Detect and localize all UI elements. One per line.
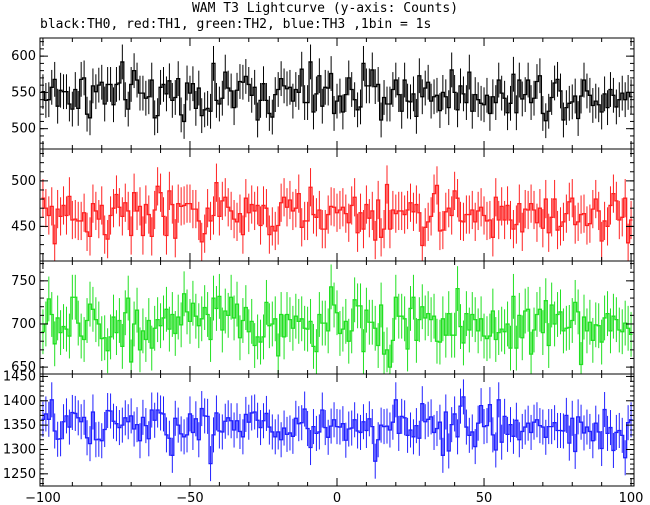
panels-group: 500 550 600 450 500 650 700 750 1250 1300 1350 1400… [3, 37, 635, 487]
x-axis: −100 −50 0 50 100 [25, 491, 643, 505]
series-th3 [41, 379, 633, 482]
y-tick-label: 600 [11, 49, 36, 64]
y-tick-label: 450 [11, 219, 36, 234]
panel-th0: 500 550 600 [11, 37, 635, 150]
series-th1 [41, 163, 633, 261]
x-tick-label: 100 [619, 491, 644, 505]
x-tick-label: 50 [476, 491, 493, 505]
step-line [41, 61, 633, 123]
y-tick-label: 700 [11, 317, 36, 332]
y-tick-label: 750 [11, 274, 36, 289]
panel-th3: 1250 1300 1350 1400 1450 [3, 369, 635, 487]
panel-th1: 450 500 [11, 148, 635, 262]
step-line [41, 396, 633, 465]
series-th2 [41, 264, 633, 374]
series-th0 [41, 44, 633, 139]
x-tick-label: −50 [176, 491, 203, 505]
step-line [41, 286, 633, 368]
y-tick-label: 500 [11, 122, 36, 137]
y-tick-label: 550 [11, 85, 36, 100]
y-tick-label: 1450 [3, 369, 36, 384]
step-line [41, 182, 633, 247]
y-tick-label: 1250 [3, 467, 36, 482]
chart-subtitle: black:TH0, red:TH1, green:TH2, blue:TH3 … [40, 17, 432, 32]
x-tick-label: −100 [25, 491, 61, 505]
y-tick-label: 1300 [3, 442, 36, 457]
y-tick-label: 1350 [3, 418, 36, 433]
y-tick-label: 1400 [3, 394, 36, 409]
y-tick-label: 650 [11, 360, 36, 375]
chart-title: WAM T3 Lightcurve (y-axis: Counts) [191, 1, 459, 16]
panel-th2: 650 700 750 [11, 260, 635, 375]
x-tick-label: 0 [333, 491, 341, 505]
y-tick-label: 500 [11, 174, 36, 189]
